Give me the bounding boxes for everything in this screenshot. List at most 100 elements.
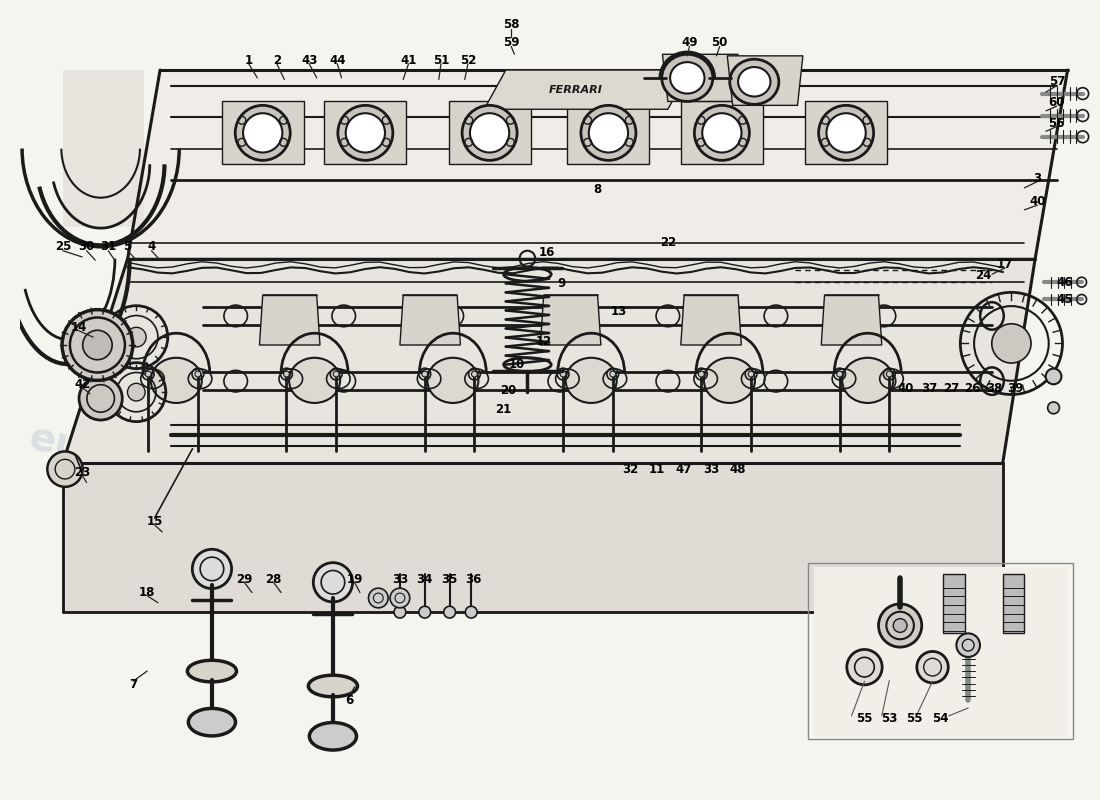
Text: 59: 59 [503, 36, 519, 49]
Ellipse shape [345, 114, 385, 153]
Text: 28: 28 [265, 573, 282, 586]
Text: 6: 6 [345, 694, 353, 706]
Ellipse shape [818, 106, 873, 160]
Polygon shape [944, 574, 965, 633]
Polygon shape [222, 102, 304, 164]
Text: 60: 60 [1048, 97, 1065, 110]
Text: 18: 18 [139, 586, 155, 599]
Text: eurospares: eurospares [25, 418, 273, 507]
Ellipse shape [338, 106, 393, 160]
Text: 17: 17 [997, 258, 1013, 271]
Text: eurospares: eurospares [121, 246, 458, 366]
Text: 14: 14 [70, 322, 87, 334]
Ellipse shape [826, 114, 866, 153]
Text: 1: 1 [244, 54, 253, 67]
Text: 10: 10 [508, 358, 525, 371]
Circle shape [82, 330, 112, 360]
Text: 5: 5 [123, 240, 132, 254]
Text: 16: 16 [539, 246, 556, 258]
Text: 37: 37 [921, 382, 937, 394]
Polygon shape [805, 102, 888, 164]
Ellipse shape [243, 114, 283, 153]
Polygon shape [662, 54, 738, 102]
Ellipse shape [151, 358, 201, 403]
Text: 25: 25 [55, 240, 72, 254]
Text: 8: 8 [594, 183, 602, 196]
Circle shape [887, 371, 892, 377]
Text: 55: 55 [856, 712, 872, 725]
Text: 7: 7 [129, 678, 138, 691]
Text: 32: 32 [621, 462, 638, 476]
Polygon shape [63, 258, 1035, 463]
Text: 57: 57 [1048, 75, 1065, 88]
Ellipse shape [581, 106, 636, 160]
Text: 33: 33 [392, 573, 408, 586]
Text: 55: 55 [906, 712, 923, 725]
Circle shape [314, 562, 353, 602]
Text: 43: 43 [301, 54, 318, 67]
Circle shape [1047, 402, 1059, 414]
Circle shape [126, 327, 146, 347]
Text: 2: 2 [273, 54, 280, 67]
Circle shape [421, 371, 428, 377]
Text: 4: 4 [147, 240, 155, 254]
Text: 54: 54 [932, 712, 948, 725]
Polygon shape [822, 295, 882, 345]
Text: eurospares: eurospares [673, 498, 922, 586]
Circle shape [893, 618, 907, 632]
Ellipse shape [308, 675, 358, 697]
Circle shape [145, 371, 151, 377]
Text: 15: 15 [146, 515, 163, 528]
Text: 38: 38 [986, 382, 1002, 394]
Text: 58: 58 [503, 18, 519, 31]
Text: 44: 44 [329, 54, 345, 67]
Ellipse shape [588, 114, 628, 153]
Text: 11: 11 [649, 462, 666, 476]
Circle shape [79, 377, 122, 420]
Ellipse shape [188, 708, 235, 736]
Text: 42: 42 [74, 378, 90, 390]
Text: 48: 48 [729, 462, 746, 476]
Polygon shape [400, 295, 461, 345]
Polygon shape [568, 102, 649, 164]
Polygon shape [681, 295, 741, 345]
Ellipse shape [729, 59, 779, 104]
Circle shape [916, 651, 948, 683]
Polygon shape [540, 295, 601, 345]
Circle shape [333, 371, 339, 377]
Text: 26: 26 [965, 382, 981, 394]
Ellipse shape [427, 358, 478, 403]
Circle shape [284, 371, 289, 377]
Text: 27: 27 [943, 382, 959, 394]
Circle shape [472, 371, 477, 377]
Text: 29: 29 [236, 573, 253, 586]
Text: 13: 13 [612, 306, 627, 318]
Circle shape [195, 371, 201, 377]
Text: 31: 31 [100, 240, 117, 254]
Ellipse shape [662, 54, 713, 102]
Circle shape [465, 606, 477, 618]
Text: 3: 3 [1033, 172, 1042, 185]
Polygon shape [63, 70, 144, 227]
Circle shape [837, 371, 843, 377]
Circle shape [47, 451, 82, 487]
Text: 19: 19 [346, 573, 363, 586]
Circle shape [956, 634, 980, 657]
Circle shape [62, 310, 133, 380]
Circle shape [560, 371, 566, 377]
Ellipse shape [670, 62, 704, 94]
Circle shape [609, 371, 616, 377]
Circle shape [1046, 369, 1062, 384]
Ellipse shape [289, 358, 340, 403]
Circle shape [847, 650, 882, 685]
Circle shape [368, 588, 388, 608]
Text: 53: 53 [881, 712, 898, 725]
Text: 12: 12 [536, 334, 552, 347]
Polygon shape [484, 70, 690, 110]
Polygon shape [727, 56, 803, 106]
Ellipse shape [309, 722, 356, 750]
Ellipse shape [470, 114, 509, 153]
Text: 20: 20 [499, 384, 516, 397]
Text: 9: 9 [558, 278, 566, 290]
Circle shape [128, 383, 145, 401]
